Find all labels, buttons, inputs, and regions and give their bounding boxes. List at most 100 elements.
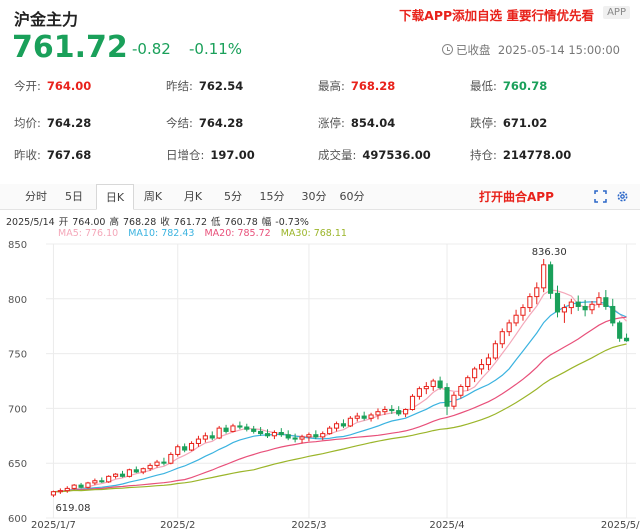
candle-body [119,473,126,477]
candle-body [64,487,70,492]
ohlc-open-label: 开 [58,217,69,228]
candle-body [50,491,57,496]
x-tick-label: 2025/3 [291,520,326,531]
clock-icon [442,44,454,55]
ma-legend-item-3: MA30: 768.11 [280,228,347,239]
stat-value: 768.28 [350,79,396,93]
tab-7[interactable]: 30分 [301,190,327,203]
price-change: -0.82 [132,40,171,58]
ohlc-date: 2025/5/14 [6,217,55,228]
stat-value: 762.54 [198,79,244,93]
candle-body [188,442,195,451]
tab-0[interactable]: 分时 [25,190,47,203]
ohlc-amp-label: 幅 [261,217,272,228]
candle-body [347,417,353,427]
stat-value: 197.00 [210,148,255,162]
app-badge[interactable]: APP [603,6,630,19]
candle-body [140,468,146,473]
candle-body [306,434,312,438]
price-annotation: 836.30 [532,247,567,258]
tab-4[interactable]: 月K [183,190,203,203]
y-tick-label: 650 [8,459,27,470]
tab-8[interactable]: 60分 [339,190,365,203]
quote-row: 761.72 -0.82 -0.11% 已收盘 2025-05-14 15:00… [0,30,640,68]
candle-body [451,394,457,407]
candle-body [368,414,374,419]
stat-item: 成交量: 497536.00 [318,147,431,163]
candle-body [182,446,188,451]
candle-body [499,331,505,345]
stat-item: 持仓: 214778.00 [470,147,571,163]
candle-body [147,464,153,470]
gear-icon[interactable] [616,190,629,203]
open-app-link[interactable]: 打开曲合APP [479,190,554,204]
candle-body [71,484,77,489]
candle-body [603,297,609,307]
y-tick-label: 700 [8,404,27,415]
y-tick-label: 800 [8,295,27,306]
stat-item: 最高: 768.28 [318,78,395,94]
candle-body [237,425,243,428]
candle-body [354,415,360,419]
tab-3[interactable]: 周K [143,190,163,203]
price-change-pct: -0.11% [189,40,243,58]
fullscreen-icon[interactable] [594,190,607,203]
stat-label: 持仓: [470,148,497,162]
stat-label: 今结: [166,116,193,130]
tab-1[interactable]: 5日 [65,190,83,203]
candle-body [582,305,588,311]
stat-value: 497536.00 [362,148,431,162]
stat-item: 均价: 764.28 [14,115,91,131]
stat-label: 昨结: [166,79,193,93]
candle-body [465,377,471,387]
candle-body [57,490,63,493]
candle-body [175,446,181,455]
candle-body [575,301,581,307]
status-datetime: 2025-05-14 15:00:00 [497,43,620,57]
ohlc-readout: 2025/5/14 开 764.00 高 768.28 收 761.72 低 760.78 幅 -0… [6,214,313,228]
download-app-promo-link[interactable]: 下载APP添加自选 重要行情优先看 [399,8,594,23]
candle-body [113,473,119,477]
stat-label: 最低: [470,79,497,93]
candle-body [154,461,160,466]
ohlc-high-label: 高 [109,217,119,228]
period-tabs: 打开曲合APP 分时 5日 日K 周K 月K 5分 15分 30分 60分 [0,184,640,210]
market-status: 已收盘 2025-05-14 15:00:00 [442,42,620,58]
candle-body [568,301,574,309]
x-tick-label: 2025/2 [160,520,195,531]
candle-body [251,428,257,432]
ohlc-low: 760.78 [224,217,258,228]
ma-line-5 [53,289,627,493]
candle-body [444,387,450,407]
candle-body [92,480,98,484]
last-price: 761.72 [12,30,128,65]
ohlc-close-label: 收 [160,217,170,228]
stat-item: 昨结: 762.54 [166,78,243,94]
candle-body [561,307,567,313]
ma-legend: MA5: 776.10 MA10: 782.43 MA20: 785.72 MA30:… [58,228,357,239]
tab-2[interactable]: 日K [96,184,134,210]
stat-value: 214778.00 [502,148,572,162]
candle-body [492,343,498,359]
stat-label: 最高: [318,79,345,93]
tab-5[interactable]: 5分 [224,190,242,203]
y-tick-label: 600 [8,514,27,525]
candle-body [375,411,381,416]
candle-body [126,469,132,477]
tab-6[interactable]: 15分 [259,190,285,203]
candle-body [458,385,464,396]
kline-chart[interactable]: 850 800 750 700 650 600 2025/1/7 2025/2 2025/3 20… [0,238,640,532]
stat-label: 成交量: [318,148,357,162]
x-tick-label: 2025/1/7 [31,520,76,531]
candle-body [409,395,416,410]
candle-body [396,410,402,415]
candle-body [416,388,422,397]
candle-body [285,434,291,439]
candle-body [513,314,519,324]
candle-body [161,461,167,464]
candle-body [195,438,202,444]
ohlc-high: 768.28 [123,217,157,228]
candle-body [423,385,429,390]
candle-body [333,423,340,429]
candle-body [85,482,91,488]
